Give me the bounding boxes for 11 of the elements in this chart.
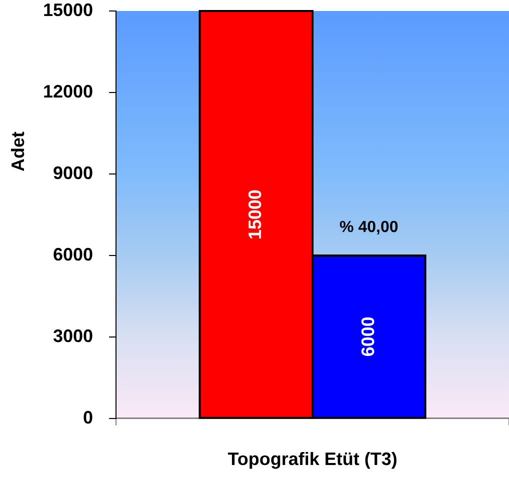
y-tick-label: 0 [83, 407, 94, 428]
y-tick-label: 9000 [53, 162, 94, 183]
data-label: 6000 [358, 316, 378, 357]
y-tick-label: 6000 [53, 244, 94, 264]
data-label: 15000 [245, 189, 266, 240]
y-tick-label: 12000 [42, 81, 94, 102]
x-tick-label: Topografik Etüt (T3) [228, 449, 398, 470]
y-axis-title: Adet [8, 132, 28, 172]
y-tick-label: 15000 [42, 0, 94, 20]
annotation: % 40,00 [340, 218, 398, 236]
y-tick-label: 3000 [53, 326, 94, 346]
